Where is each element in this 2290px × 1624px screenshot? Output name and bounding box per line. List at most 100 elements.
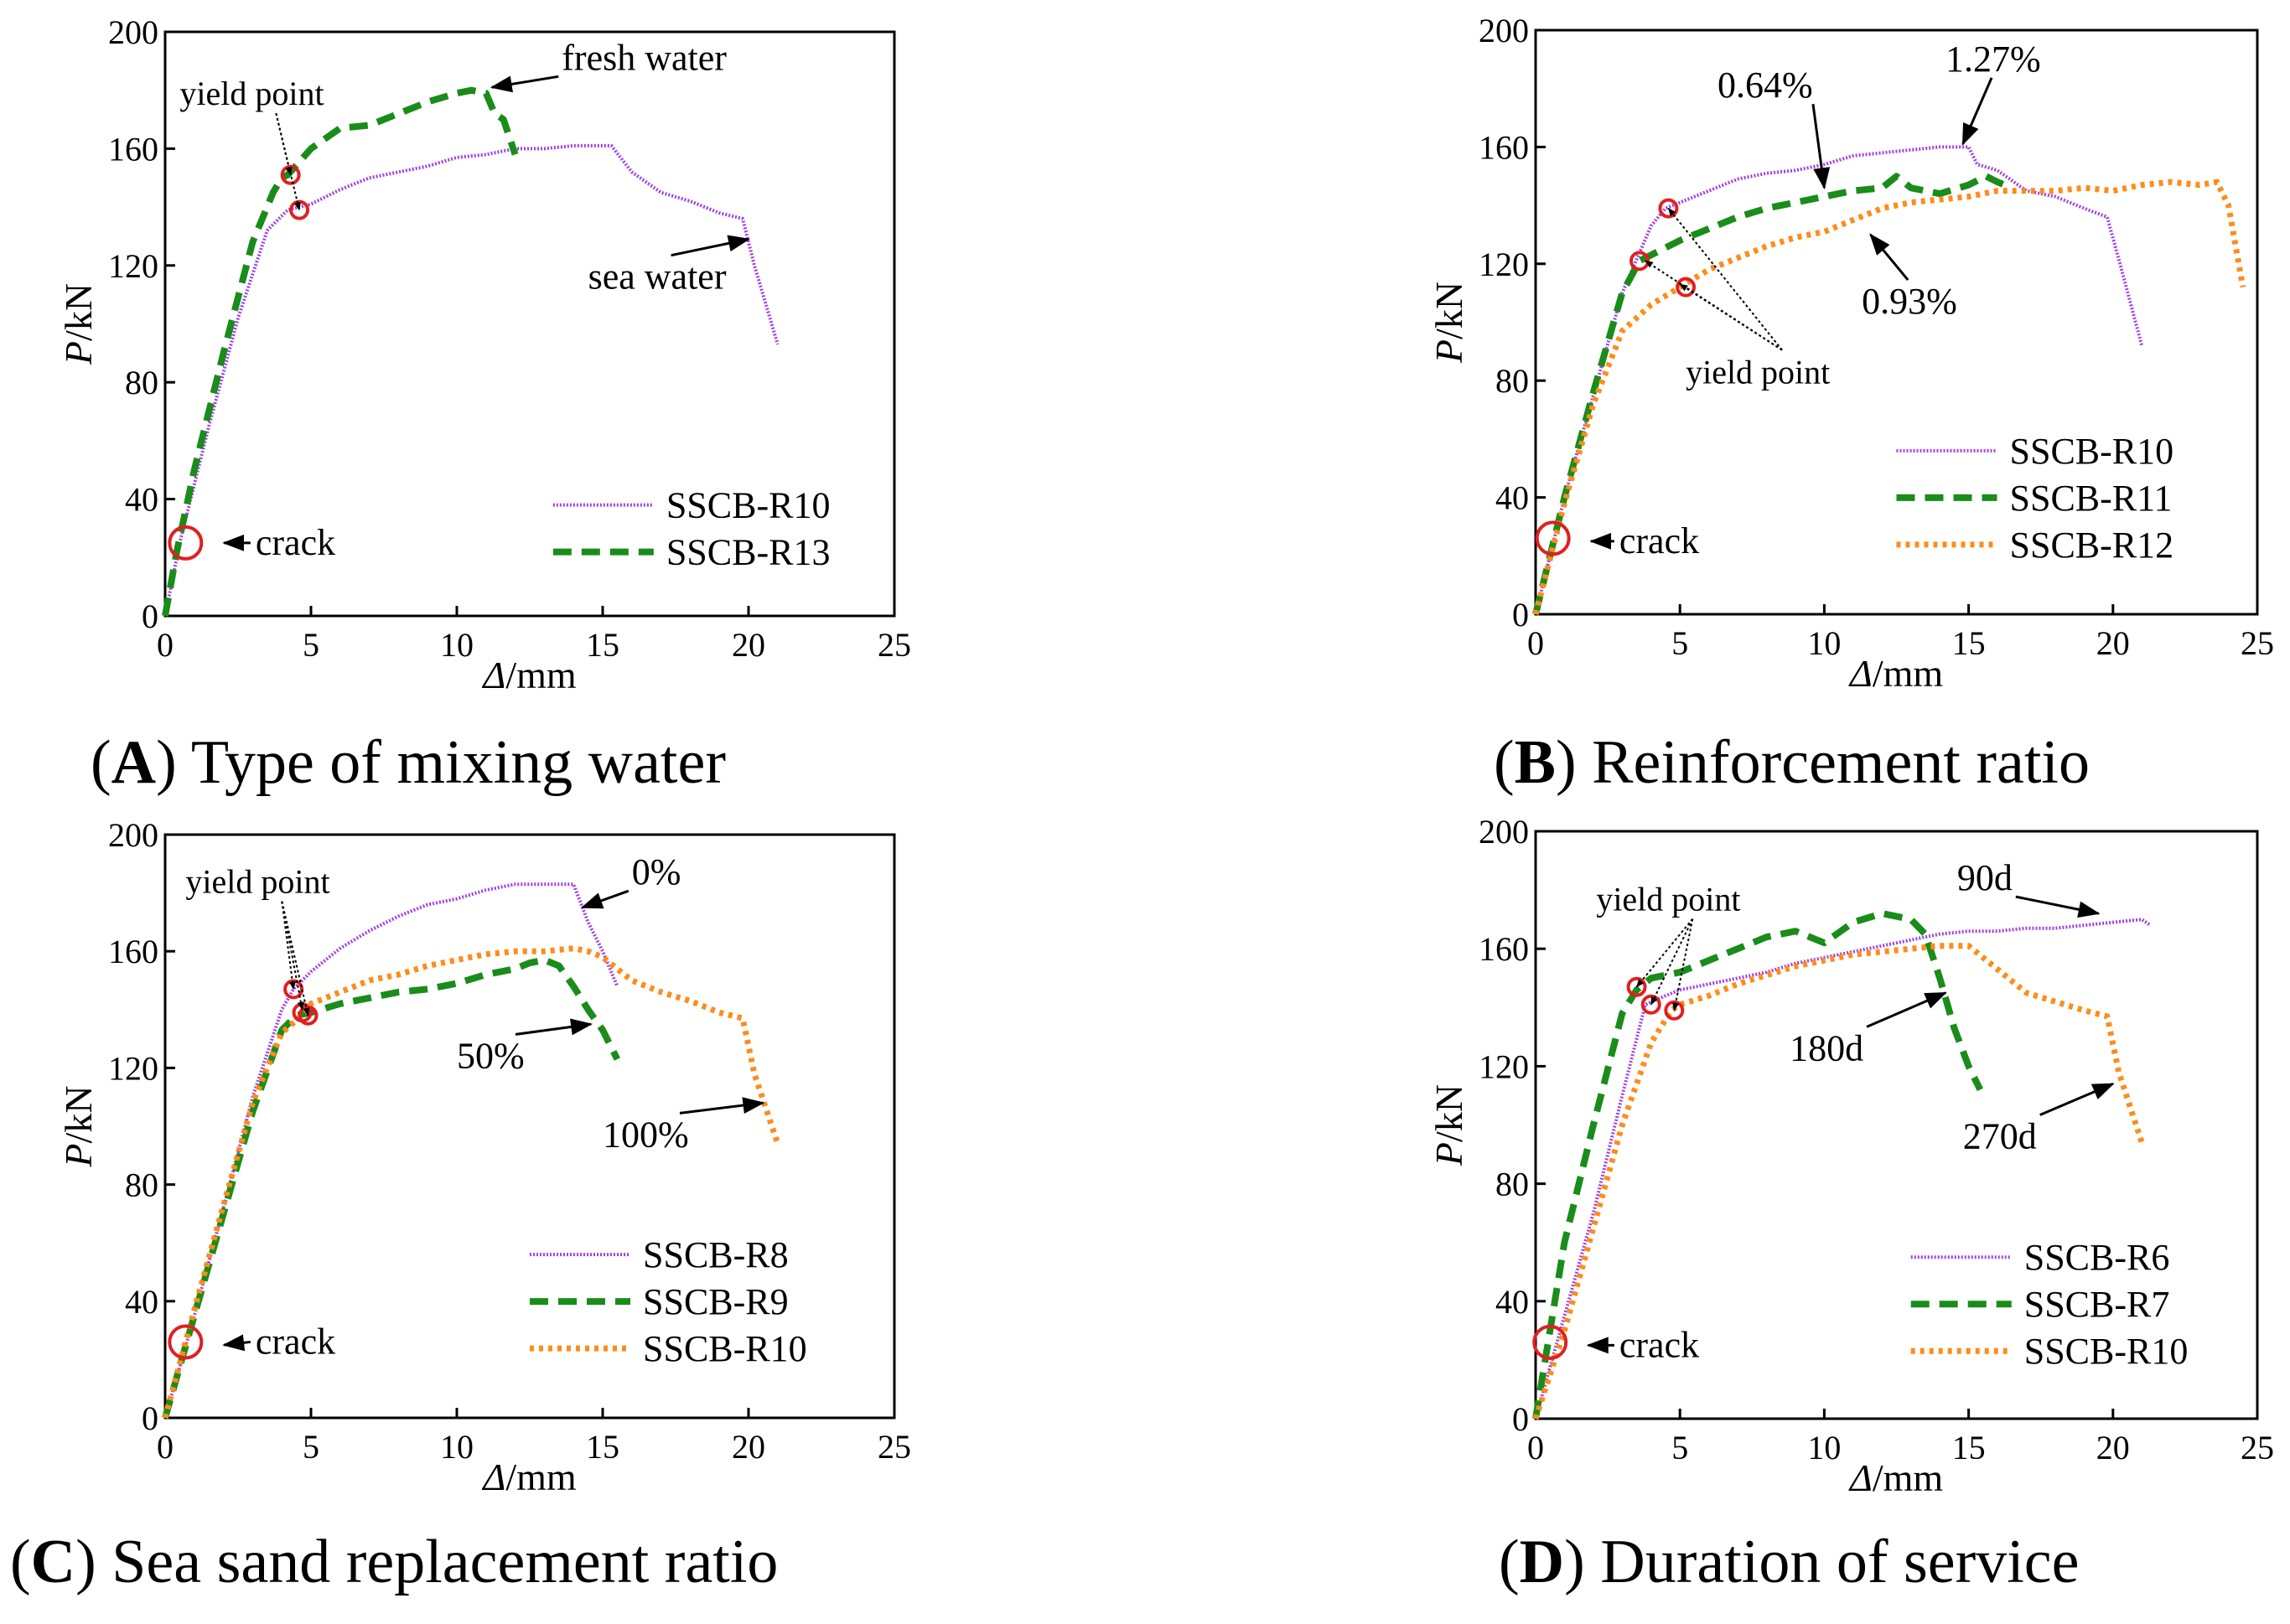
- yield-point-marker: [289, 199, 310, 220]
- annotation-label: fresh water: [562, 37, 727, 78]
- annotation-label: 0.93%: [1862, 281, 1957, 322]
- chart-panel-b: 0 5 10 15 20 25 0 40 80 120 160 200 Δ/mm P/kN 1.27% 0.6…: [1427, 12, 2274, 695]
- y-tick-label: 200: [108, 816, 158, 854]
- annotation-label: 100%: [603, 1114, 689, 1155]
- yield-point-marker: [283, 979, 304, 1000]
- y-tick-label: 40: [125, 1283, 158, 1321]
- x-tick-label: 20: [732, 1428, 765, 1466]
- x-tick-label: 10: [1807, 624, 1841, 662]
- y-tick-label: 160: [108, 933, 158, 970]
- x-tick-label: 15: [1952, 624, 1986, 662]
- series-line-sscb-r13: [162, 86, 519, 617]
- y-tick-label: 0: [142, 1399, 158, 1437]
- y-tick-label: 0: [1512, 596, 1529, 634]
- annotation-label: yield point: [179, 75, 324, 112]
- chart-panel-d: 0 5 10 15 20 25 0 40 80 120 160 200 Δ/mm P/kN 90d yield…: [1427, 813, 2274, 1499]
- x-axis-label: Δ/mm: [481, 1456, 577, 1498]
- series-line-sscb-r11: [1532, 173, 2013, 615]
- series-line-sscb-r12: [1532, 178, 2246, 615]
- x-tick-label: 10: [1807, 1429, 1841, 1466]
- annotation-label: 270d: [1963, 1116, 2037, 1157]
- caption-d: (D) Duration of service: [1499, 1528, 2080, 1596]
- annotation-label: 0.64%: [1718, 65, 1813, 106]
- plot-frame: [1534, 28, 2259, 616]
- x-tick-label: 25: [2241, 1429, 2274, 1466]
- annotation-arrow: [1866, 991, 1947, 1028]
- y-tick-label: 160: [1479, 930, 1529, 968]
- annotation-arrow: [281, 901, 310, 1016]
- caption-b: (B) Reinforcement ratio: [1494, 728, 2090, 797]
- yield-point-marker: [1640, 994, 1661, 1015]
- y-tick-label: 200: [1479, 813, 1529, 851]
- caption-a: (A) Type of mixing water: [91, 728, 726, 797]
- y-tick-label: 80: [125, 1166, 158, 1204]
- x-axis-label: Δ/mm: [1848, 652, 1944, 695]
- annotation-label: yield point: [185, 863, 329, 901]
- annotation-arrow: [281, 901, 296, 990]
- y-axis-label: P/kN: [57, 1085, 100, 1167]
- caption-c: (C) Sea sand replacement ratio: [10, 1528, 779, 1596]
- annotation-label: crack: [1619, 1324, 1699, 1365]
- legend-label: SSCB-R10: [666, 485, 831, 526]
- annotation-arrow: [1635, 918, 1694, 988]
- legend-label: SSCB-R11: [2010, 478, 2173, 519]
- legend-label: SSCB-R13: [666, 532, 831, 573]
- plot-frame: [163, 30, 896, 618]
- x-tick-label: 10: [440, 1428, 474, 1466]
- x-tick-label: 5: [1671, 624, 1688, 662]
- annotation-label: crack: [256, 1321, 335, 1362]
- yield-point-marker: [1658, 198, 1679, 219]
- x-tick-label: 20: [2096, 624, 2130, 662]
- plot-frame: [1534, 830, 2259, 1420]
- plot-frame: [163, 833, 896, 1420]
- legend-label: SSCB-R10: [643, 1328, 807, 1369]
- annotation-label: crack: [1619, 520, 1699, 561]
- annotation-arrow: [1811, 103, 1831, 190]
- y-tick-label: 40: [1495, 1283, 1529, 1321]
- x-tick-label: 5: [1671, 1429, 1688, 1466]
- annotation-arrow: [580, 889, 629, 909]
- series-line-sscb-r9: [162, 956, 620, 1420]
- annotation-label: 90d: [1957, 857, 2013, 898]
- legend-label: SSCB-R6: [2024, 1237, 2170, 1278]
- y-axis-label: P/kN: [1427, 1084, 1470, 1166]
- x-tick-label: 25: [878, 626, 911, 664]
- legend-label: SSCB-R8: [643, 1234, 789, 1275]
- legend-label: SSCB-R9: [643, 1281, 789, 1322]
- annotation-label: 180d: [1790, 1027, 1863, 1068]
- annotation-arrow: [275, 112, 301, 211]
- y-tick-label: 160: [1479, 128, 1529, 166]
- x-tick-label: 20: [2096, 1429, 2130, 1466]
- y-tick-label: 80: [1495, 1166, 1529, 1203]
- y-tick-label: 120: [108, 1049, 158, 1087]
- x-tick-label: 0: [157, 626, 174, 664]
- series-line-sscb-r10: [1534, 145, 2144, 615]
- y-tick-label: 200: [1479, 12, 1529, 49]
- annotation-arrow: [1667, 207, 1783, 351]
- y-axis-label: P/kN: [57, 283, 100, 365]
- x-tick-label: 0: [157, 1428, 174, 1466]
- annotation-arrow: [1650, 918, 1694, 1006]
- annotation-label: 50%: [457, 1035, 525, 1076]
- yield-point-marker: [280, 164, 301, 185]
- x-tick-label: 0: [1527, 1429, 1544, 1466]
- annotation-arrow: [1961, 77, 1993, 146]
- y-tick-label: 40: [125, 481, 158, 519]
- x-tick-label: 15: [586, 626, 619, 664]
- y-tick-label: 120: [1479, 246, 1529, 283]
- y-tick-label: 200: [108, 13, 158, 51]
- y-axis-label: P/kN: [1427, 282, 1470, 364]
- crack-point-marker: [1535, 520, 1571, 556]
- annotation-arrow: [281, 901, 304, 1011]
- annotation-arrow: [671, 235, 750, 257]
- annotation-arrow: [1672, 918, 1694, 1011]
- x-tick-label: 5: [303, 1428, 319, 1466]
- annotation-arrow: [679, 1097, 765, 1115]
- y-tick-label: 0: [1512, 1400, 1529, 1438]
- annotation-label: yield point: [1596, 881, 1740, 918]
- annotation-arrow: [515, 1018, 593, 1036]
- legend-label: SSCB-R12: [2010, 525, 2174, 566]
- y-tick-label: 160: [108, 130, 158, 168]
- annotation-arrow: [1869, 233, 1909, 282]
